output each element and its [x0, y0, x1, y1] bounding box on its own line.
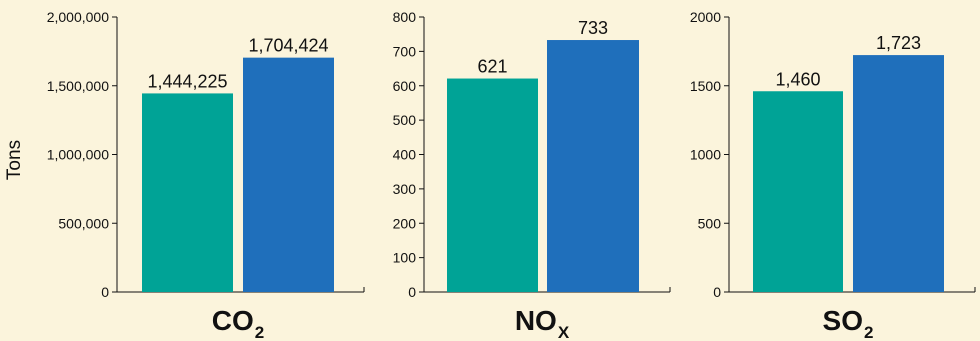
- y-tick-label: 1,000,000: [47, 147, 109, 163]
- chart-panel-1: 0 500,000 1,000,000 1,500,000 2,000,000 1,444…: [47, 9, 365, 341]
- y-tick-label: 200: [393, 215, 417, 231]
- bar: [853, 55, 944, 293]
- y-tick-label: 400: [393, 147, 417, 163]
- y-tick-label: 2,000,000: [47, 9, 109, 25]
- y-tick-label: 1500: [690, 78, 721, 94]
- category-label-subscript: 2: [864, 323, 873, 341]
- y-tick-label: 2000: [690, 9, 721, 25]
- y-tick-label: 1000: [690, 147, 721, 163]
- y-tick-label: 500: [698, 215, 722, 231]
- y-tick-label: 800: [393, 9, 417, 25]
- y-tick-label: 700: [393, 43, 417, 59]
- category-label: NOX: [515, 305, 570, 341]
- chart-panels: 0 500,000 1,000,000 1,500,000 2,000,000 1,444…: [47, 9, 976, 341]
- bar: [142, 93, 233, 292]
- bar-value-label: 1,460: [775, 69, 820, 89]
- bar-value-label: 621: [477, 57, 507, 77]
- chart-panel-3: 0 500 1000 1500 2000 1,460 1,723 SO2: [690, 9, 976, 341]
- y-tick-label: 500,000: [58, 215, 109, 231]
- category-label: CO2: [212, 305, 264, 341]
- bar: [447, 78, 538, 292]
- y-tick-label: 600: [393, 78, 417, 94]
- category-label-main: SO: [823, 305, 863, 336]
- y-tick-label: 0: [408, 284, 416, 300]
- bar: [243, 57, 334, 293]
- y-tick-label: 0: [713, 284, 721, 300]
- category-label: SO2: [823, 305, 874, 341]
- category-label-main: NO: [515, 305, 557, 336]
- y-tick-label: 0: [101, 284, 109, 300]
- y-axis-label: Tons: [4, 140, 25, 180]
- bar-value-label: 1,723: [876, 33, 921, 53]
- bar-value-label: 1,704,424: [248, 36, 328, 56]
- bar-value-label: 733: [578, 18, 608, 38]
- y-tick-label: 300: [393, 181, 417, 197]
- chart-panel-2: 0 100 200 300 400 500 600 700 800 621 733 NOX: [393, 9, 671, 341]
- y-tick-label: 100: [393, 250, 417, 266]
- y-tick-label: 500: [393, 112, 417, 128]
- category-label-main: CO: [212, 305, 254, 336]
- category-label-subscript: X: [558, 323, 570, 341]
- bar-value-label: 1,444,225: [147, 71, 227, 91]
- y-tick-label: 1,500,000: [47, 78, 109, 94]
- bar: [547, 40, 639, 292]
- category-label-subscript: 2: [255, 323, 264, 341]
- bar: [753, 91, 843, 292]
